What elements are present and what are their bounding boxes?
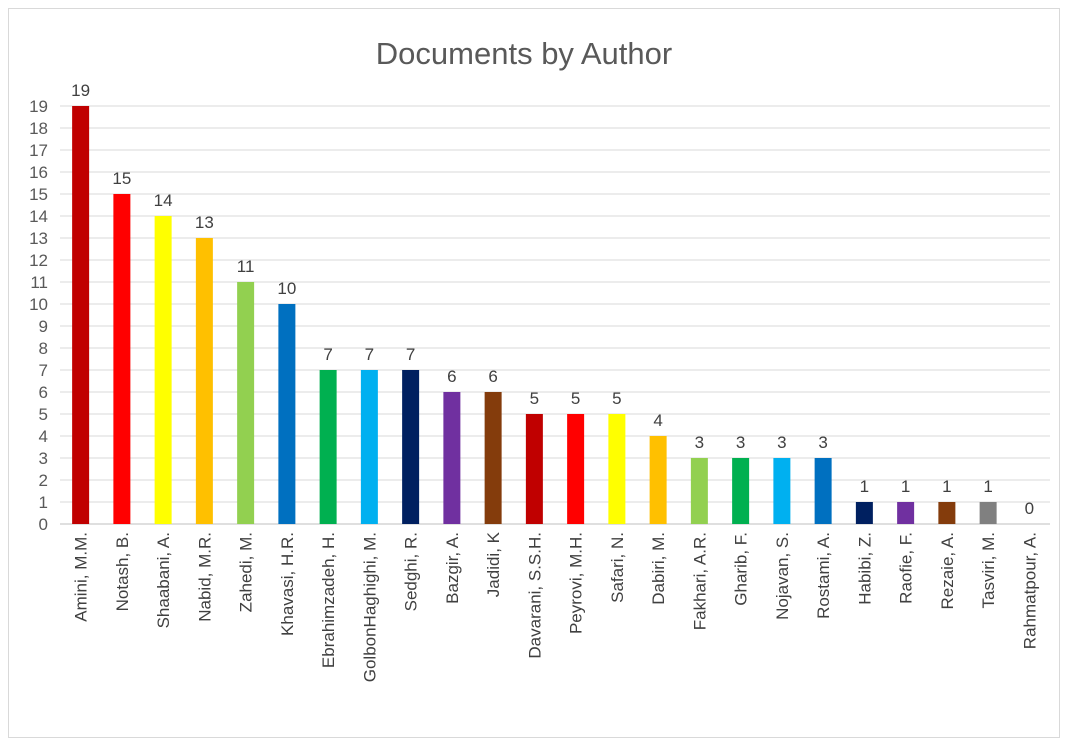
- data-label: 7: [323, 345, 332, 364]
- x-category-label: Nojavan, S.: [773, 532, 792, 620]
- bar: [732, 458, 750, 524]
- x-category-label: Fakhari, A.R.: [690, 532, 709, 630]
- bar: [855, 502, 873, 524]
- x-category-label: Shaabani, A.: [154, 532, 173, 628]
- bar: [319, 370, 337, 524]
- data-label: 10: [277, 279, 296, 298]
- y-tick-label: 3: [39, 449, 48, 468]
- data-label: 15: [112, 169, 131, 188]
- x-axis-category-labels: Amini, M.M. Notash, B. Shaabani, A. Nabid, …: [72, 531, 1040, 682]
- data-label: 1: [901, 477, 910, 496]
- chart-frame: [8, 8, 1060, 738]
- x-category-label: Gharib, F.: [732, 532, 751, 606]
- data-label: 14: [154, 191, 173, 210]
- x-category-label: Rezaie, A.: [938, 532, 957, 610]
- y-tick-label: 10: [29, 295, 48, 314]
- y-tick-label: 12: [29, 251, 48, 270]
- bar: [814, 458, 832, 524]
- data-label: 3: [818, 433, 827, 452]
- bar: [195, 238, 213, 524]
- x-category-label: Jadidi, K: [484, 531, 503, 597]
- y-tick-label: 13: [29, 229, 48, 248]
- x-category-label: Notash, B.: [113, 532, 132, 611]
- x-category-label: Khavasi, H.R.: [278, 532, 297, 636]
- data-label: 3: [736, 433, 745, 452]
- y-tick-label: 5: [39, 405, 48, 424]
- data-label: 7: [406, 345, 415, 364]
- gridlines: [60, 105, 1050, 525]
- x-category-label: Dabiri, M.: [649, 532, 668, 605]
- y-tick-label: 2: [39, 471, 48, 490]
- bar: [484, 392, 502, 524]
- data-label: 7: [365, 345, 374, 364]
- y-tick-label: 6: [39, 383, 48, 402]
- bar: [897, 502, 915, 524]
- data-label: 1: [860, 477, 869, 496]
- x-category-label: Nabid, M.R.: [195, 532, 214, 622]
- bar: [567, 414, 585, 524]
- y-tick-label: 18: [29, 119, 48, 138]
- data-label: 3: [695, 433, 704, 452]
- y-tick-label: 19: [29, 97, 48, 116]
- bars: [72, 106, 997, 524]
- data-label: 5: [612, 389, 621, 408]
- y-tick-label: 14: [29, 207, 48, 226]
- x-category-label: Raofie, F.: [897, 532, 916, 604]
- x-category-label: Rostami, A.: [814, 532, 833, 619]
- y-tick-label: 15: [29, 185, 48, 204]
- x-category-label: Rahmatpour, A.: [1020, 532, 1039, 649]
- x-category-label: Bazgir, A.: [443, 532, 462, 604]
- bar: [360, 370, 378, 524]
- bar: [649, 436, 667, 524]
- x-category-label: Tasviri, M.: [979, 532, 998, 609]
- bar: [278, 304, 296, 524]
- bar: [773, 458, 791, 524]
- chart-title: Documents by Author: [376, 36, 672, 71]
- data-label: 6: [447, 367, 456, 386]
- x-category-label: Amini, M.M.: [72, 532, 91, 622]
- y-tick-label: 7: [39, 361, 48, 380]
- data-label: 1: [942, 477, 951, 496]
- x-category-label: GolbonHaghighi, M.: [360, 532, 379, 682]
- bar: [154, 216, 172, 524]
- bar: [608, 414, 626, 524]
- bar: [402, 370, 420, 524]
- x-category-label: Zahedi, M.: [237, 532, 256, 612]
- x-category-label: Safari, N.: [608, 532, 627, 603]
- bar: [979, 502, 997, 524]
- bar: [690, 458, 708, 524]
- y-tick-label: 9: [39, 317, 48, 336]
- data-label: 5: [530, 389, 539, 408]
- y-tick-label: 16: [29, 163, 48, 182]
- data-label: 19: [71, 81, 90, 100]
- bar: [237, 282, 255, 524]
- bar: [113, 194, 131, 524]
- y-tick-label: 11: [30, 273, 48, 292]
- y-tick-label: 0: [39, 515, 48, 534]
- y-tick-label: 4: [39, 427, 48, 446]
- x-category-label: Peyrovi, M.H.: [567, 532, 586, 634]
- data-label: 3: [777, 433, 786, 452]
- bar: [938, 502, 956, 524]
- data-label: 11: [237, 257, 255, 276]
- bar: [72, 106, 90, 524]
- x-category-label: Davarani, S.S.H.: [525, 532, 544, 659]
- data-label: 6: [488, 367, 497, 386]
- data-label: 5: [571, 389, 580, 408]
- x-category-label: Ebrahimzadeh, H.: [319, 532, 338, 668]
- y-tick-label: 1: [39, 493, 48, 512]
- data-label: 13: [195, 213, 214, 232]
- data-label: 4: [653, 411, 662, 430]
- x-category-label: Habibi, Z.: [855, 532, 874, 605]
- y-tick-label: 17: [29, 141, 48, 160]
- bar: [525, 414, 543, 524]
- y-tick-label: 8: [39, 339, 48, 358]
- x-category-label: Sedghi, R.: [402, 532, 421, 611]
- bar: [443, 392, 461, 524]
- data-label: 0: [1025, 499, 1034, 518]
- data-label: 1: [983, 477, 992, 496]
